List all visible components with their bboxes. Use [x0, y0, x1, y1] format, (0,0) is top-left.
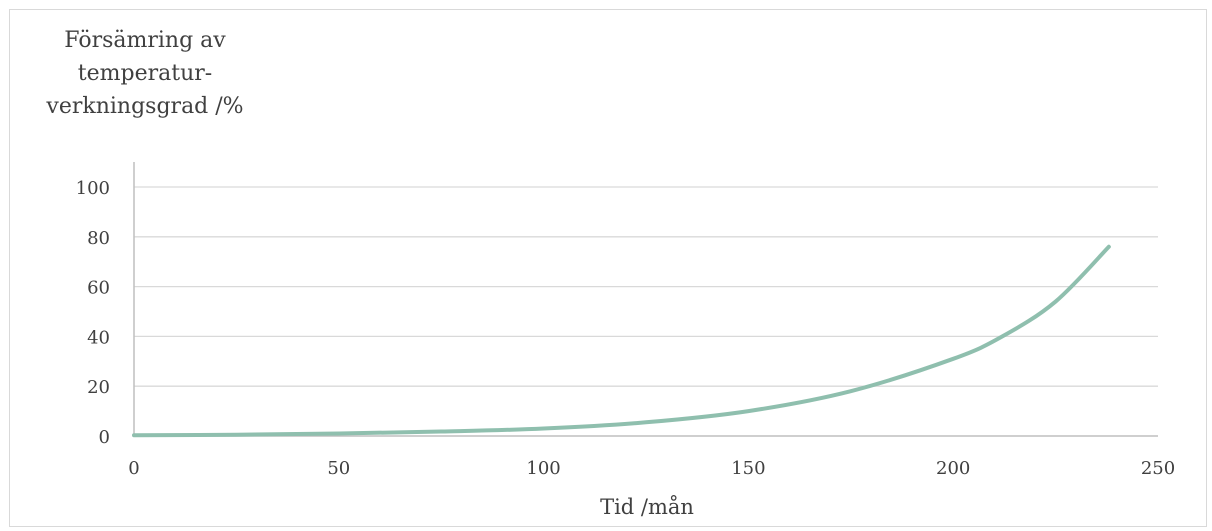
y-tick-label: 60 [87, 278, 110, 299]
y-axis-title-line: temperatur- [77, 61, 213, 86]
y-tick-label: 100 [76, 178, 110, 199]
y-axis-title: Försämring av temperatur- verkningsgrad … [38, 24, 252, 123]
y-axis-title-line: verkningsgrad /% [46, 94, 244, 119]
chart-frame [9, 9, 1207, 527]
y-axis-title-line: Försämring av [64, 28, 226, 53]
y-tick-labels: 0 20 40 60 80 100 [76, 178, 110, 448]
x-tick-label: 0 [128, 458, 139, 479]
x-tick-label: 100 [526, 458, 560, 479]
y-tick-label: 20 [87, 377, 110, 398]
series-line [132, 244, 1111, 438]
y-tick-label: 0 [99, 427, 110, 448]
x-tick-label: 200 [936, 458, 970, 479]
x-tick-label: 50 [327, 458, 350, 479]
y-tick-label: 40 [87, 327, 110, 348]
x-axis-title: Tid /mån [600, 495, 694, 519]
x-tick-labels: 0 50 100 150 200 250 [128, 458, 1175, 479]
gridlines [134, 186, 1158, 387]
y-tick-label: 80 [87, 228, 110, 249]
x-tick-label: 150 [731, 458, 765, 479]
x-tick-label: 250 [1141, 458, 1175, 479]
